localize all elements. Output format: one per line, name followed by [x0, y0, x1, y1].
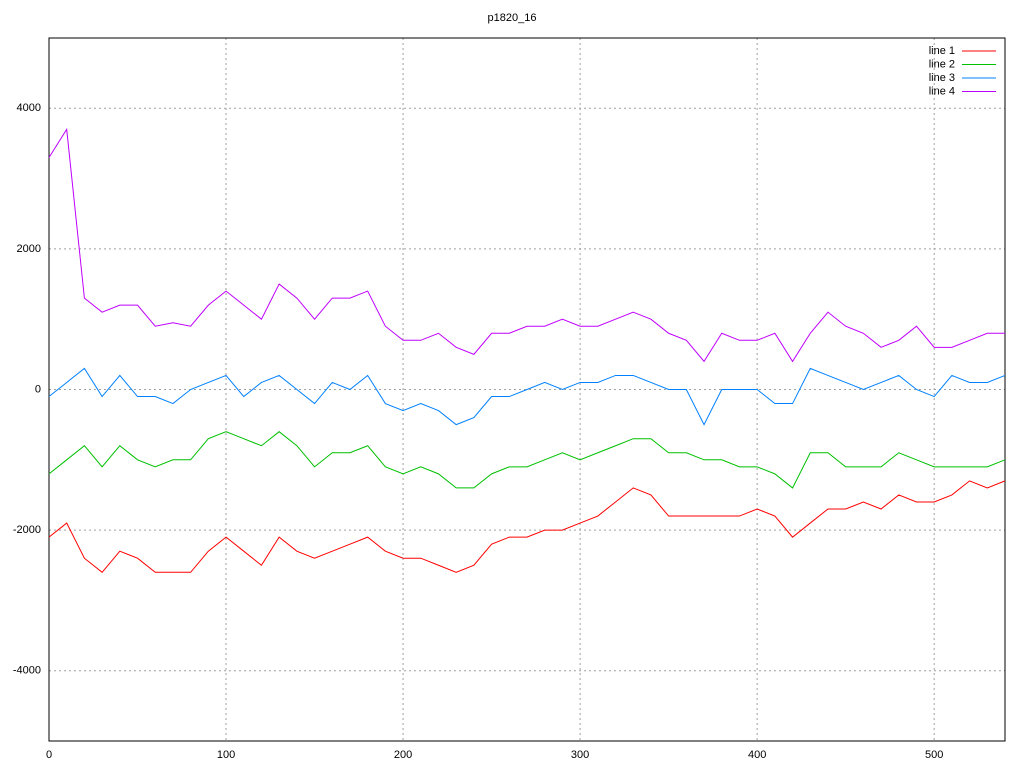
x-tick-label: 100 [217, 749, 235, 761]
legend-label: line 2 [929, 58, 955, 70]
data-line [48, 480, 1006, 573]
y-tick-label: -4000 [13, 665, 41, 677]
y-tick-label: -2000 [13, 524, 41, 536]
x-tick-label: 200 [394, 749, 412, 761]
data-line [48, 431, 1006, 489]
y-tick-label: 4000 [17, 102, 41, 114]
y-tick-label: 2000 [17, 243, 41, 255]
data-line [48, 127, 1005, 363]
x-tick-label: 500 [925, 749, 943, 761]
legend-label: line 1 [929, 45, 955, 57]
x-tick-label: 0 [46, 749, 52, 761]
plot-border [48, 37, 1006, 742]
x-tick-label: 400 [748, 749, 766, 761]
legend-label: line 4 [929, 85, 955, 97]
data-line [48, 367, 1006, 426]
chart-title: p1820_16 [488, 12, 537, 24]
x-tick-label: 300 [571, 749, 589, 761]
legend-label: line 3 [929, 72, 955, 84]
y-tick-label: 0 [35, 383, 41, 395]
